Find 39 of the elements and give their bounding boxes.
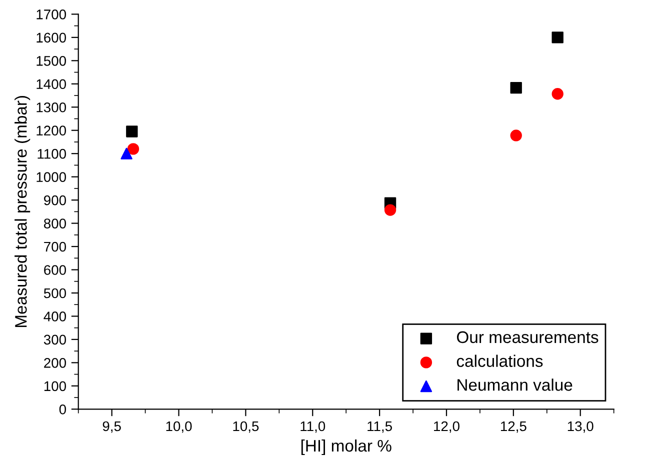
legend-label: Neumann value — [458, 378, 572, 391]
x-tick-label: 10,0 — [166, 421, 192, 433]
x-tick-label: 12,5 — [500, 421, 526, 433]
x-tick-label: 10,5 — [233, 421, 259, 433]
y-tick-label: 1300 — [36, 102, 66, 112]
point — [384, 204, 396, 216]
y-tick-label: 200 — [44, 358, 66, 368]
y-tick-label: 700 — [44, 242, 66, 252]
y-tick-label: 1500 — [36, 56, 66, 66]
y-tick-label: 1700 — [36, 10, 66, 20]
point — [552, 88, 564, 100]
x-axis-title: [HI] molar % — [301, 439, 392, 455]
y-tick-label: 1200 — [36, 126, 66, 136]
point — [510, 82, 522, 94]
y-tick-label: 600 — [44, 265, 66, 275]
point — [510, 130, 522, 142]
point — [120, 148, 132, 160]
y-tick-label: 400 — [44, 312, 66, 322]
y-axis-title: Measured total pressure (mbar) — [14, 96, 30, 327]
y-tick-label: 800 — [44, 218, 66, 228]
y-tick-label: 300 — [44, 334, 66, 345]
point — [552, 32, 564, 44]
legend-label: calculations — [456, 354, 543, 367]
y-tick-label: 1600 — [36, 32, 66, 43]
x-tick-label: 9,5 — [102, 421, 121, 433]
legend-label: Our measurements — [456, 331, 598, 344]
y-tick-label: 100 — [44, 381, 66, 392]
x-tick-label: 13,0 — [568, 421, 594, 433]
y-tick-label: 1400 — [36, 79, 66, 90]
y-tick-label: 0 — [59, 404, 66, 414]
x-tick-label: 12,0 — [434, 421, 460, 433]
point — [126, 126, 138, 138]
y-tick-label: 500 — [44, 288, 66, 298]
y-tick-label: 900 — [44, 195, 66, 206]
x-tick-label: 11,5 — [368, 421, 392, 433]
y-tick-label: 1100 — [38, 148, 66, 159]
point — [127, 143, 140, 155]
x-tick-label: 11,0 — [300, 421, 326, 433]
y-tick-label: 1000 — [36, 172, 66, 182]
